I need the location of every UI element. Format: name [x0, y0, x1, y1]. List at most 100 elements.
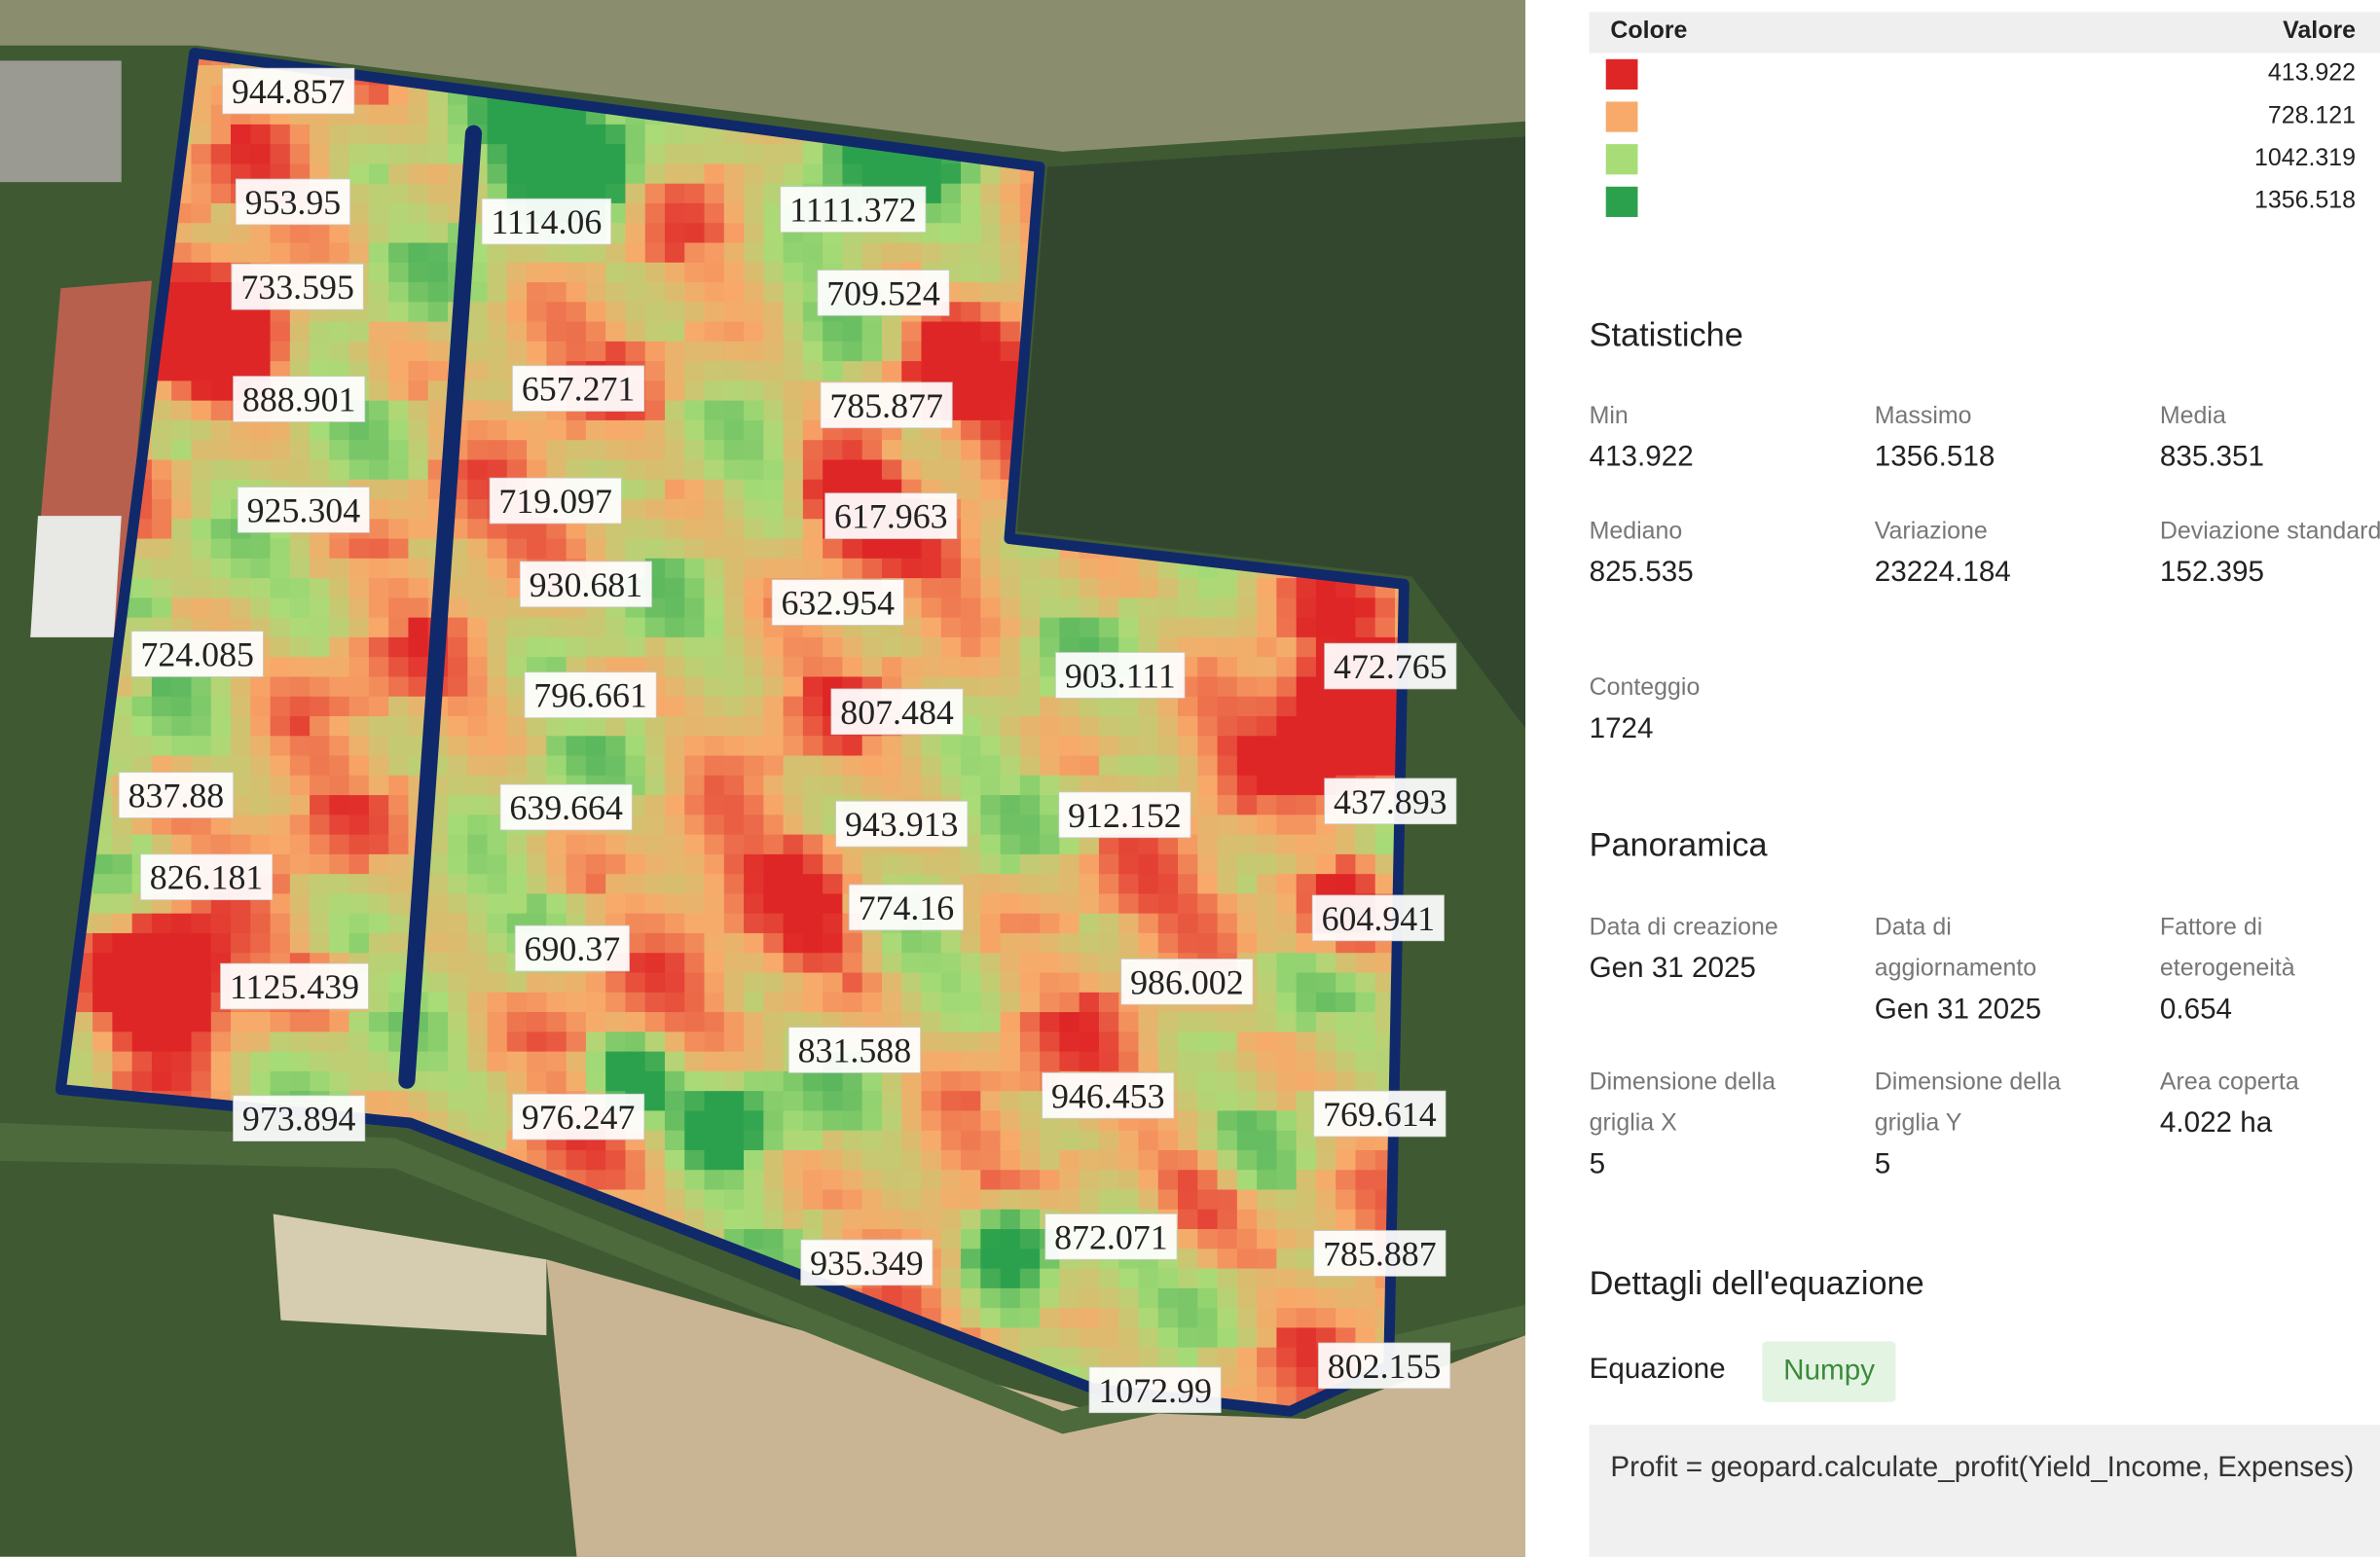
stat-label: Massimo	[1874, 403, 1972, 430]
heat-cell	[546, 736, 568, 757]
heat-cell	[1236, 696, 1258, 717]
heat-cell	[1118, 696, 1140, 717]
heat-cell	[980, 440, 1002, 461]
heat-cell	[1236, 795, 1258, 816]
heat-cell	[506, 874, 528, 895]
heat-cell	[506, 124, 528, 145]
heat-cell	[684, 736, 706, 757]
heat-cell	[763, 755, 785, 777]
heat-cell	[368, 657, 389, 678]
heat-cell	[1059, 597, 1080, 619]
heat-cell	[566, 893, 587, 915]
heat-cell	[408, 302, 429, 323]
heat-cell	[823, 1091, 844, 1112]
heat-cell	[1197, 795, 1219, 816]
heat-cell	[704, 321, 725, 343]
heat-cell	[1257, 617, 1278, 638]
heat-cell	[546, 459, 568, 481]
heat-cell	[171, 1012, 193, 1033]
heat-cell	[961, 282, 982, 304]
heat-cell	[527, 440, 548, 461]
heat-cell	[684, 440, 706, 461]
heat-cell	[1257, 636, 1278, 658]
heat-cell	[1374, 715, 1396, 738]
heat-cell	[506, 302, 528, 323]
heat-cell	[1236, 736, 1258, 757]
heat-cell	[1019, 1170, 1041, 1191]
heat-cell	[527, 617, 548, 638]
heat-cell	[270, 736, 291, 757]
heat-cell	[151, 676, 172, 698]
heat-cell	[684, 124, 706, 145]
heat-cell	[368, 755, 389, 777]
heat-cell	[210, 913, 232, 934]
heat-cell	[1197, 1032, 1219, 1053]
heat-cell	[506, 282, 528, 304]
heat-cell	[1355, 617, 1376, 638]
heat-cell	[131, 972, 153, 994]
heat-cell	[467, 617, 489, 638]
heat-cell	[1040, 696, 1061, 717]
heat-cell	[980, 657, 1002, 678]
heat-cell	[585, 144, 606, 165]
heat-cell	[1040, 992, 1061, 1013]
heat-cell	[1040, 755, 1061, 777]
heat-cell	[644, 144, 666, 165]
heat-cell	[131, 1012, 153, 1033]
heat-cell	[585, 972, 606, 994]
map-label: 953.95	[245, 183, 342, 222]
heat-cell	[1217, 834, 1238, 855]
heat-cell	[901, 1189, 923, 1211]
heat-cell	[605, 302, 627, 323]
heat-cell	[1296, 597, 1317, 619]
heat-cell	[980, 775, 1002, 796]
heat-cell	[1118, 1012, 1140, 1033]
heat-cell	[644, 302, 666, 323]
heat-cell	[1276, 1347, 1298, 1368]
heat-cell	[270, 636, 291, 658]
heat-cell	[881, 459, 903, 481]
heat-cell	[644, 282, 666, 304]
heat-cell	[1257, 676, 1278, 698]
heat-cell	[270, 223, 291, 244]
heat-cell	[191, 361, 212, 382]
heat-cell	[408, 183, 429, 204]
heat-cell	[763, 223, 785, 244]
stat-label: Data di creazione	[1589, 915, 1778, 941]
heat-cell	[408, 617, 429, 638]
heat-cell	[270, 1012, 291, 1033]
heat-cell	[191, 202, 212, 224]
heat-cell	[171, 361, 193, 382]
heat-cell	[1118, 1327, 1140, 1349]
heat-cell	[901, 163, 923, 185]
heat-cell	[980, 361, 1002, 382]
heat-cell	[1296, 1110, 1317, 1132]
heat-cell	[723, 1170, 745, 1191]
heat-cell	[191, 321, 212, 343]
heat-cell	[388, 341, 410, 362]
heat-cell	[112, 913, 133, 934]
heat-cell	[744, 459, 765, 481]
heat-cell	[961, 1268, 982, 1289]
heat-cell	[250, 834, 272, 855]
heat-cell	[763, 302, 785, 323]
heat-cell	[1000, 1032, 1021, 1053]
heat-cell	[1178, 893, 1199, 915]
heat-cell	[1336, 972, 1357, 994]
heat-cell	[388, 1091, 410, 1112]
heat-cell	[527, 853, 548, 875]
heat-cell	[1276, 1209, 1298, 1230]
heat-cell	[684, 992, 706, 1013]
heat-cell	[1178, 1209, 1199, 1230]
heat-cell	[1257, 1209, 1278, 1230]
heat-cell	[783, 715, 804, 738]
heat-cell	[1079, 736, 1100, 757]
heat-cell	[1157, 1170, 1179, 1191]
heat-cell	[210, 578, 232, 599]
heat-cell	[664, 1189, 686, 1211]
heat-cell	[289, 755, 311, 777]
heat-cell	[763, 1209, 785, 1230]
heat-cell	[467, 657, 489, 678]
heat-cell	[368, 815, 389, 836]
heat-cell	[1276, 972, 1298, 994]
